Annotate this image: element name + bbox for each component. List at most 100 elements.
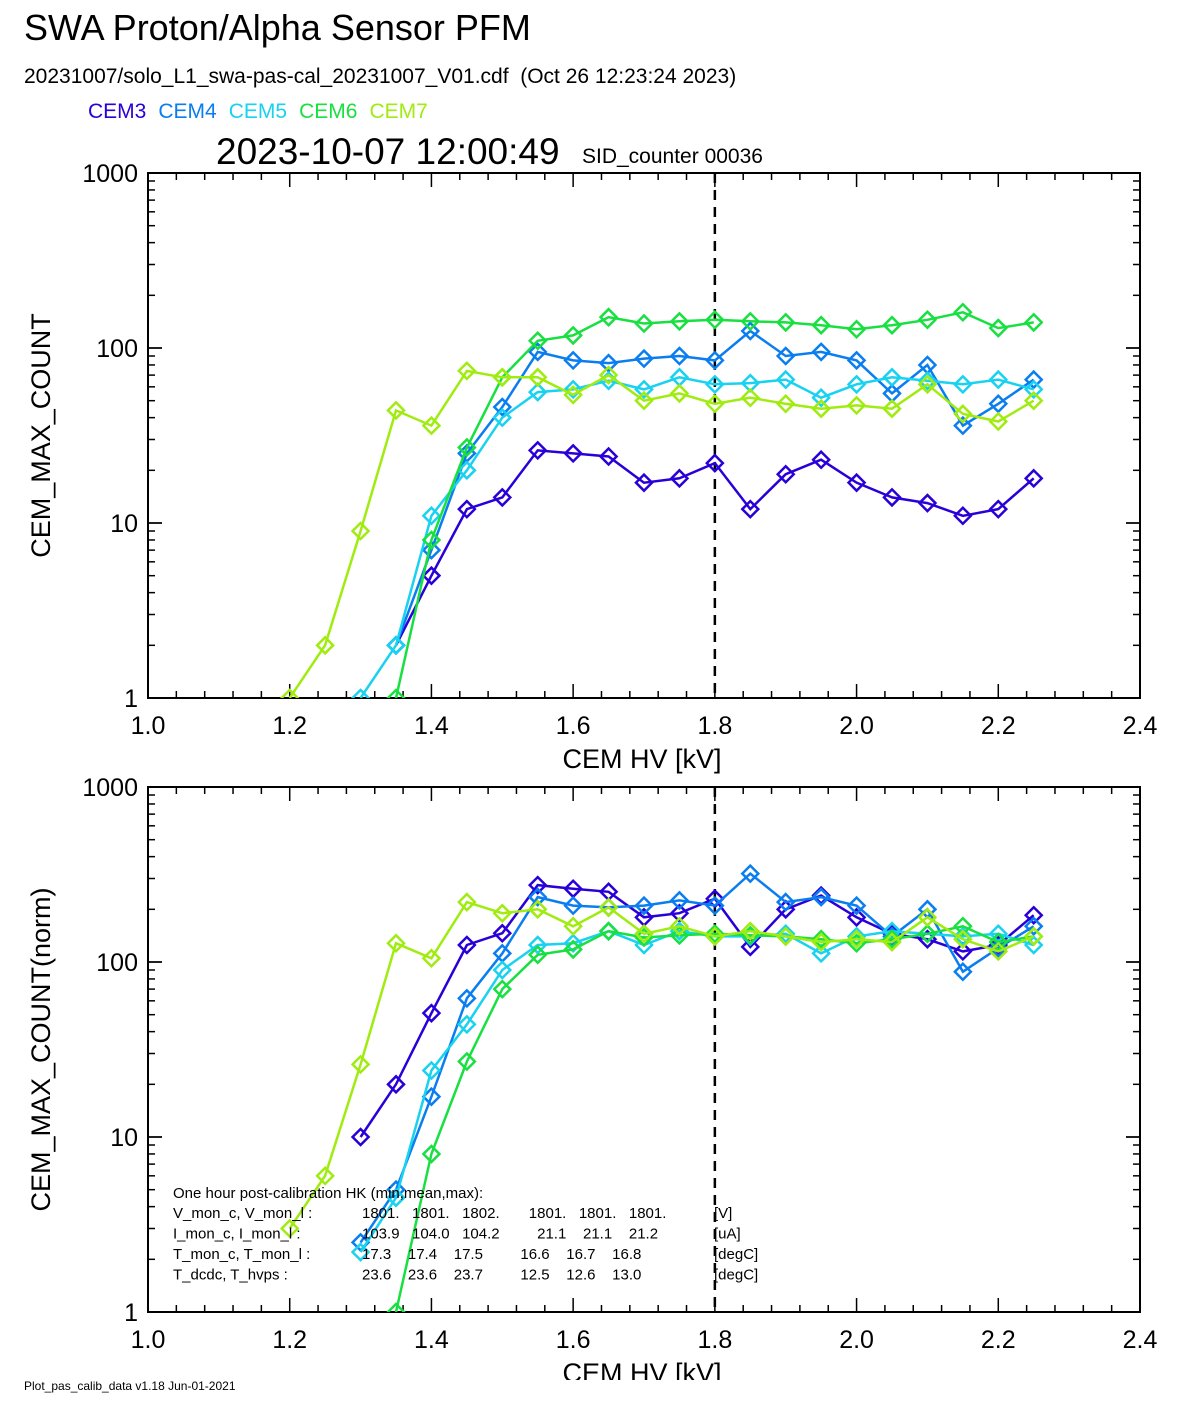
x-axis-label: CEM HV [kV] <box>562 744 721 774</box>
data-point-cem6 <box>421 530 442 550</box>
data-point-cem7 <box>846 929 867 949</box>
data-point-cem7 <box>634 390 654 411</box>
data-point-cem7 <box>315 1166 335 1186</box>
data-point-cem7 <box>917 907 938 928</box>
data-point-cem6 <box>669 311 690 332</box>
data-point-cem4 <box>457 988 477 1009</box>
data-point-cem4 <box>811 342 831 362</box>
data-point-cem7 <box>988 411 1009 432</box>
footer-version: Plot_pas_calib_data v1.18 Jun-01-2021 <box>24 1379 236 1393</box>
hk-row-label: T_dcdc, T_hvps : <box>173 1267 288 1284</box>
data-point-cem4 <box>953 415 973 436</box>
legend-entry-cem7: CEM7 <box>369 100 428 123</box>
data-point-cem7 <box>457 361 477 381</box>
data-point-cem3 <box>846 907 867 928</box>
x-tick-label: 1.6 <box>556 712 591 740</box>
data-point-cem5 <box>386 1187 406 1208</box>
data-point-cem4 <box>775 892 796 912</box>
data-point-cem3 <box>598 446 619 467</box>
data-point-cem3 <box>740 499 761 519</box>
data-point-cem7 <box>882 932 902 952</box>
x-tick-label: 2.0 <box>839 712 874 740</box>
hk-row-label: I_mon_c, I_mon_l : <box>173 1226 301 1243</box>
hk-row-values: 103.9 104.0 104.2 21.1 21.1 21.2 <box>362 1226 658 1243</box>
data-point-cem4 <box>740 321 761 341</box>
data-point-cem4 <box>563 895 583 916</box>
series-line-cem5 <box>359 376 1035 698</box>
data-point-cem5 <box>775 923 796 944</box>
data-point-cem6 <box>527 944 548 965</box>
data-point-cem4 <box>1023 916 1044 937</box>
data-point-cem5 <box>421 505 442 526</box>
data-point-cem5 <box>1023 379 1044 400</box>
legend-entry-cem4: CEM4 <box>158 100 217 123</box>
data-point-cem7 <box>598 897 619 918</box>
x-tick-label: 1.8 <box>697 1326 732 1354</box>
data-point-cem5 <box>634 935 654 955</box>
data-point-cem5 <box>527 935 548 955</box>
data-point-cem7 <box>705 926 725 947</box>
data-point-cem3 <box>705 453 725 473</box>
x-tick-label: 2.4 <box>1123 712 1158 740</box>
data-point-cem7 <box>811 932 831 952</box>
x-tick-label: 1.0 <box>131 712 166 740</box>
data-point-cem5 <box>563 379 583 400</box>
data-point-cem3 <box>882 487 902 508</box>
data-point-cem7 <box>350 521 371 541</box>
data-point-cem6 <box>953 916 973 937</box>
data-point-cem5 <box>563 933 583 954</box>
data-point-cem4 <box>634 895 654 916</box>
data-point-cem5 <box>882 367 902 388</box>
data-point-cem7 <box>634 923 654 944</box>
data-point-cem6 <box>811 315 831 335</box>
data-point-cem7 <box>350 1054 371 1075</box>
data-point-cem5 <box>457 460 477 481</box>
data-point-cem3 <box>492 487 513 508</box>
data-point-cem3 <box>775 464 796 484</box>
data-point-cem7 <box>492 903 513 923</box>
y-tick-label: 100 <box>96 335 138 363</box>
hk-row-unit: [degC] <box>714 1246 758 1263</box>
series-line-cem6 <box>394 924 1034 1312</box>
data-point-cem6 <box>811 929 831 949</box>
data-point-cem5 <box>988 369 1009 390</box>
y-tick-label: 1 <box>124 1299 138 1327</box>
data-point-cem4 <box>811 887 831 907</box>
data-point-cem7 <box>775 394 796 414</box>
data-point-cem7 <box>527 367 548 388</box>
data-point-cem5 <box>953 374 973 395</box>
data-point-cem6 <box>775 312 796 333</box>
data-point-cem3 <box>1023 468 1044 489</box>
data-point-cem3 <box>457 935 477 955</box>
series-line-cem7 <box>288 369 1035 698</box>
data-point-cem7 <box>740 921 761 941</box>
data-point-cem4 <box>775 346 796 366</box>
file-subtitle: 20231007/solo_L1_swa-pas-cal_20231007_V0… <box>24 65 737 88</box>
data-point-cem7 <box>563 916 583 937</box>
x-axis-label: CEM HV [kV] <box>562 1358 721 1380</box>
data-point-cem7 <box>386 400 406 421</box>
data-point-cem4 <box>669 346 690 366</box>
data-point-cem3 <box>669 468 690 489</box>
y-tick-label: 10 <box>110 510 138 538</box>
plots-canvas: 1.0 1.2 1.4 1.6 1.8 2.0 2.2 2.4 1 10 100 1000 CEM HV… <box>26 160 1158 1380</box>
data-point-cem5 <box>457 1014 477 1035</box>
data-point-cem6 <box>421 1144 442 1164</box>
data-point-cem3 <box>811 449 831 470</box>
data-point-cem6 <box>705 309 725 330</box>
data-point-cem5 <box>775 369 796 390</box>
data-point-cem7 <box>669 916 690 937</box>
data-point-cem3 <box>421 1003 442 1023</box>
data-point-cem6 <box>740 311 761 332</box>
data-point-cem3 <box>527 875 548 895</box>
data-point-cem7 <box>421 415 442 436</box>
data-point-cem7 <box>279 1218 300 1239</box>
data-point-cem4 <box>527 887 548 907</box>
data-point-cem6 <box>1023 312 1044 333</box>
data-point-cem6 <box>386 688 406 698</box>
data-point-cem7 <box>315 635 335 656</box>
data-point-cem7 <box>386 933 406 954</box>
hk-row-label: V_mon_c, V_mon_l : <box>173 1205 312 1222</box>
data-point-cem7 <box>1023 926 1044 947</box>
data-point-cem6 <box>563 325 583 346</box>
